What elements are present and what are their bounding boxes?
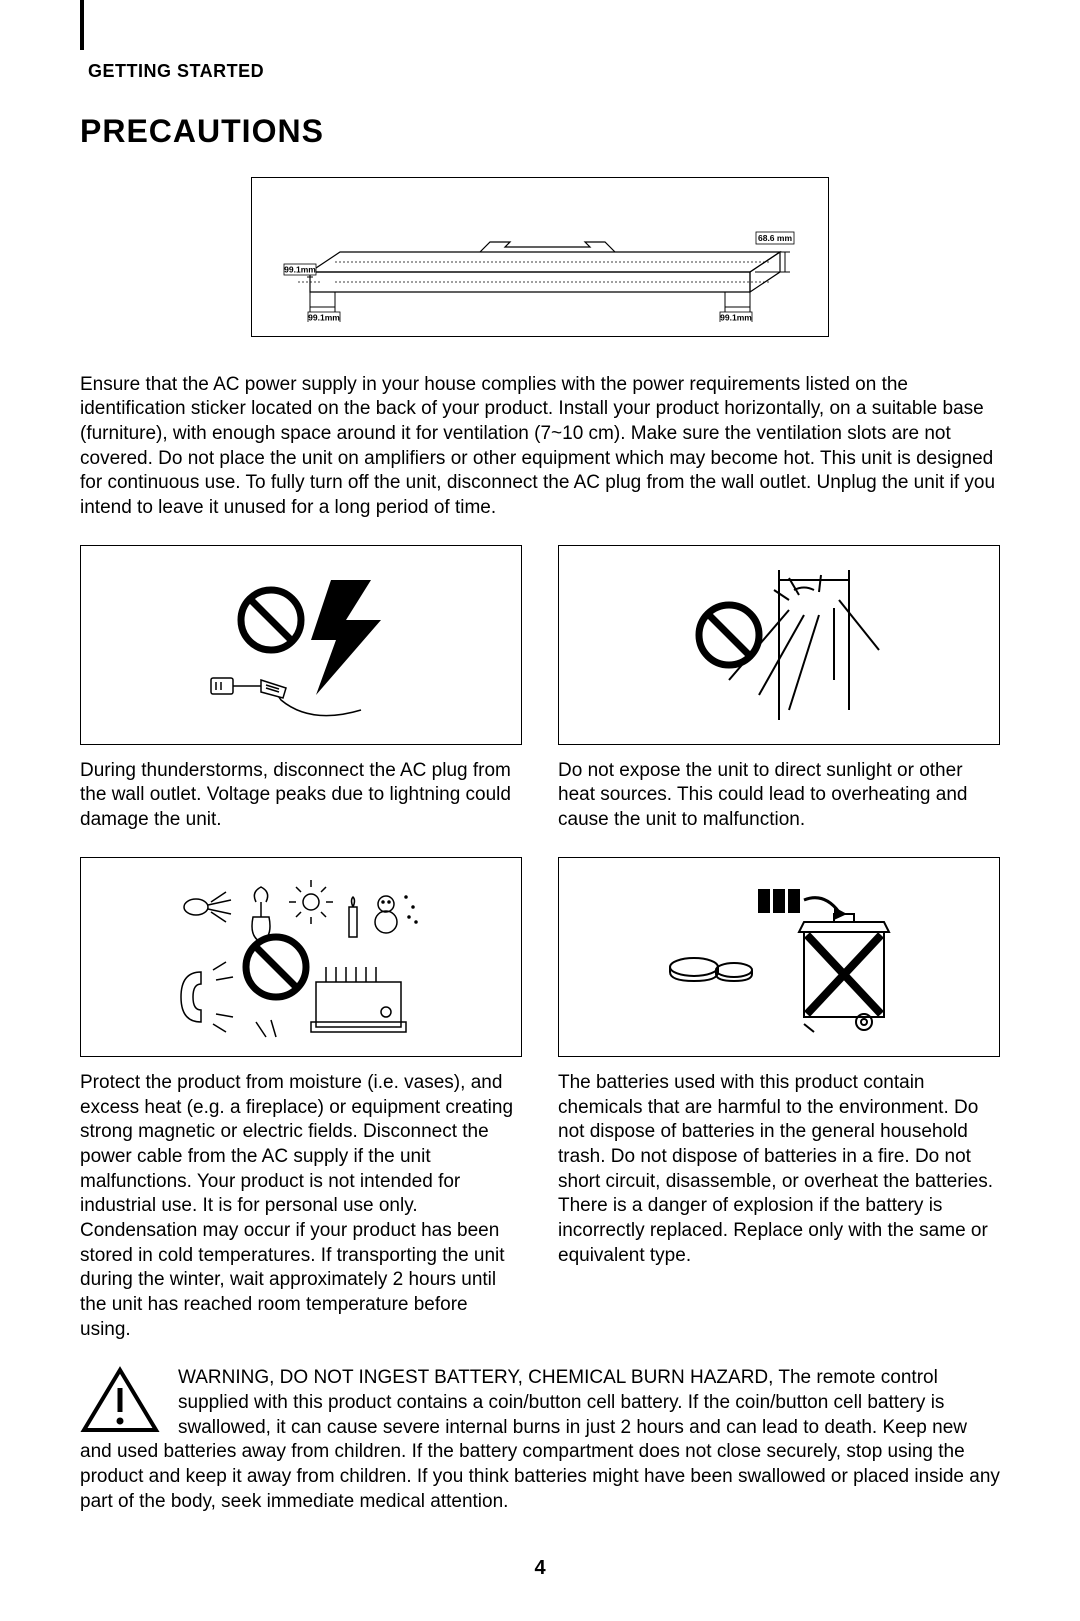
dim-bottom-left: 99.1mm bbox=[308, 312, 340, 322]
moisture-illustration bbox=[80, 857, 522, 1057]
sunlight-illustration bbox=[558, 545, 1000, 745]
warning-icon bbox=[80, 1366, 160, 1436]
intro-paragraph: Ensure that the AC power supply in your … bbox=[80, 373, 1000, 521]
dim-bottom-right: 99.1mm bbox=[720, 312, 752, 322]
thunder-caption: During thunderstorms, disconnect the AC … bbox=[80, 759, 522, 833]
page-title: PRECAUTIONS bbox=[80, 111, 1000, 153]
dimension-diagram: 68.6 mm 99.1mm 99.1mm 99.1mm bbox=[80, 177, 1000, 345]
warning-text: WARNING, DO NOT INGEST BATTERY, CHEMICAL… bbox=[80, 1367, 1000, 1511]
thunder-illustration bbox=[80, 545, 522, 745]
moisture-caption: Protect the product from moisture (i.e. … bbox=[80, 1071, 522, 1343]
section-label: GETTING STARTED bbox=[88, 60, 1000, 83]
battery-caption: The batteries used with this product con… bbox=[558, 1071, 1000, 1269]
battery-illustration bbox=[558, 857, 1000, 1057]
dim-top-right: 68.6 mm bbox=[758, 233, 792, 243]
page-number: 4 bbox=[80, 1555, 1000, 1581]
dim-left: 99.1mm bbox=[284, 264, 316, 274]
sunlight-caption: Do not expose the unit to direct sunligh… bbox=[558, 759, 1000, 833]
warning-block: WARNING, DO NOT INGEST BATTERY, CHEMICAL… bbox=[80, 1366, 1000, 1514]
